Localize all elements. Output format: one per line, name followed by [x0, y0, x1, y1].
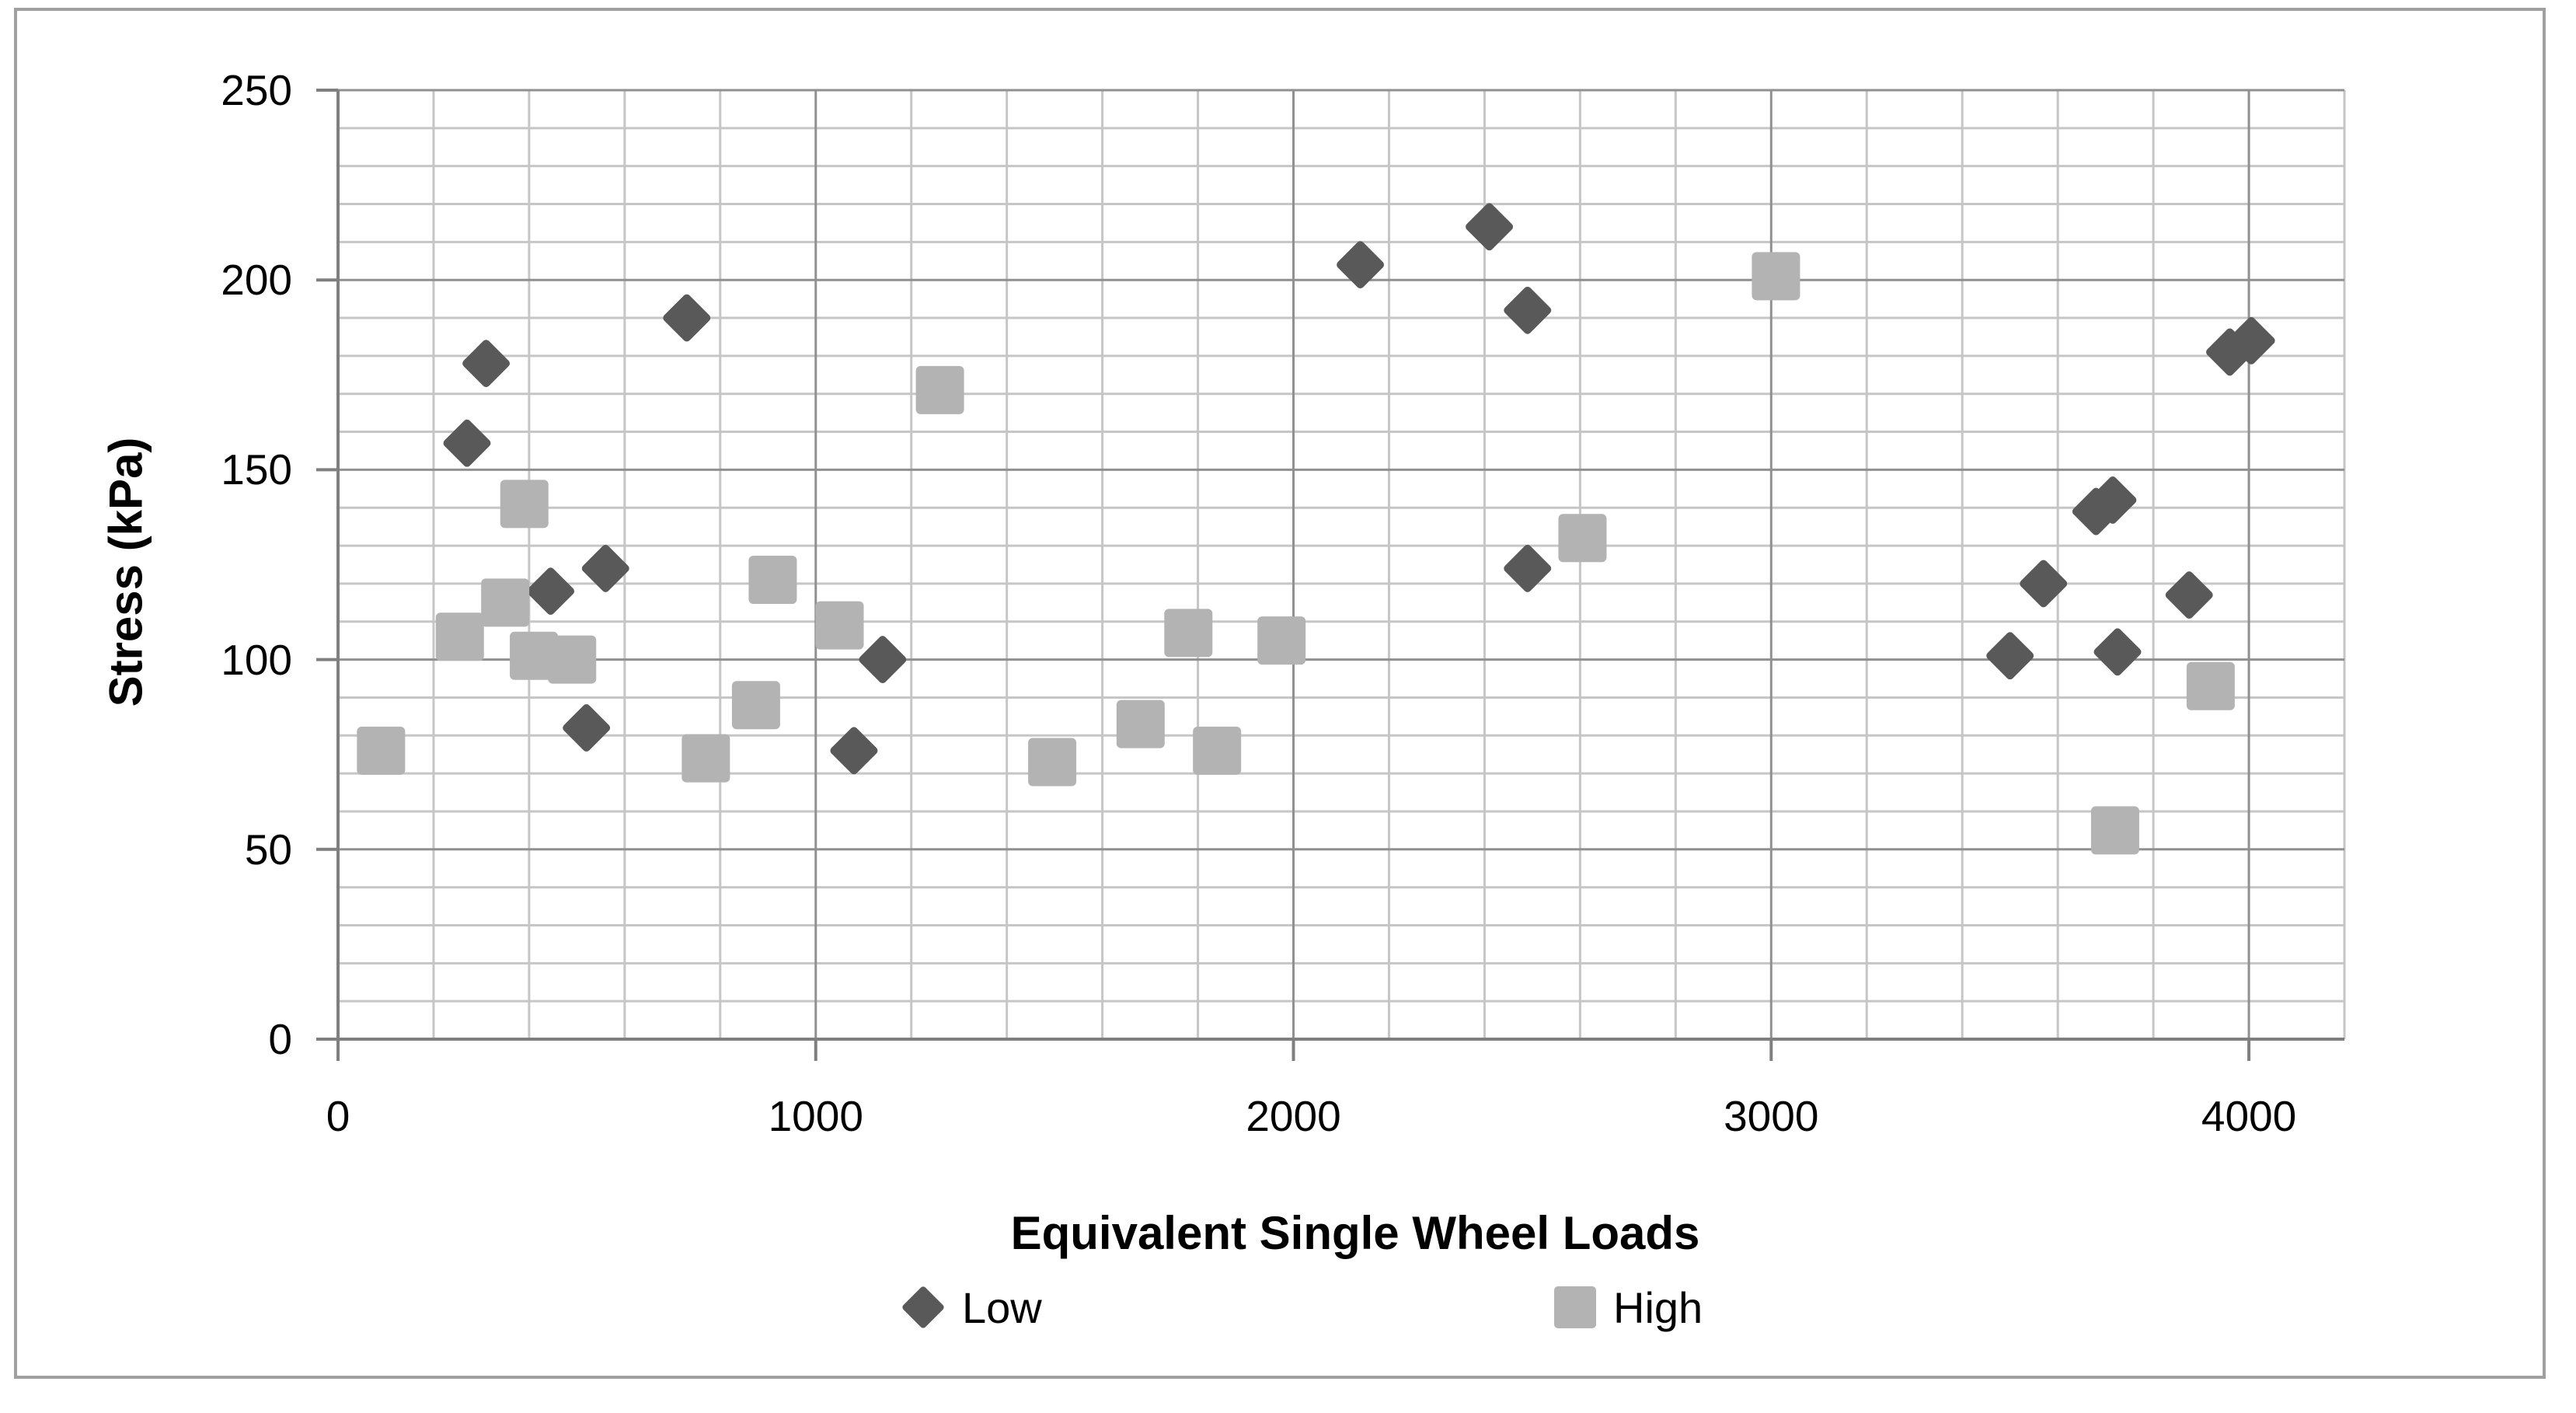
- chart-frame: Equivalent Single Wheel Loads Stress (kP…: [14, 8, 2546, 1379]
- axis-lines: [316, 89, 2344, 1061]
- data-point-low: [2093, 628, 2142, 676]
- y-tick-label: 200: [221, 256, 292, 305]
- data-point-high: [681, 734, 730, 783]
- data-point-low: [859, 636, 907, 684]
- data-point-high: [2090, 806, 2139, 855]
- data-point-high: [500, 480, 549, 529]
- y-tick-label: 50: [244, 825, 292, 874]
- data-point-high: [1164, 609, 1213, 658]
- data-point-high: [1193, 726, 1242, 775]
- data-point-low: [581, 544, 629, 592]
- data-point-low: [2165, 571, 2213, 619]
- x-tick-label: 1000: [768, 1092, 863, 1140]
- data-point-high: [731, 681, 780, 730]
- data-point-high: [748, 556, 797, 605]
- data-point-high: [510, 631, 559, 680]
- data-point-high: [357, 726, 406, 775]
- data-point-high: [1116, 700, 1165, 748]
- plot-area: [316, 89, 2346, 1061]
- data-point-high: [481, 578, 530, 627]
- legend-item-low: Low: [901, 1281, 1042, 1334]
- data-point-low: [443, 419, 491, 467]
- data-point-low: [2020, 560, 2068, 608]
- data-point-low: [527, 567, 575, 616]
- x-axis-title: Equivalent Single Wheel Loads: [1010, 1207, 1700, 1259]
- y-tick-label: 150: [221, 445, 292, 494]
- data-point-high: [1028, 738, 1077, 787]
- minor-gridlines: [338, 90, 2346, 1039]
- data-point-high: [1752, 252, 1800, 301]
- x-tick-label: 3000: [1724, 1092, 1819, 1140]
- data-point-low: [1504, 544, 1552, 592]
- y-tick-label: 100: [221, 635, 292, 684]
- data-point-low: [830, 727, 878, 775]
- legend-label-high: High: [1613, 1282, 1703, 1332]
- x-tick-label: 0: [326, 1092, 350, 1140]
- y-tick-label: 0: [268, 1015, 292, 1063]
- data-point-low: [462, 340, 511, 388]
- data-point-high: [2186, 661, 2235, 710]
- data-point-high: [1257, 616, 1306, 665]
- data-point-high: [548, 635, 597, 684]
- legend-item-high: High: [1554, 1281, 1703, 1334]
- y-tick-label: 250: [221, 66, 292, 114]
- data-point-low: [1504, 286, 1552, 334]
- data-point-low: [663, 294, 711, 342]
- data-point-high: [1558, 514, 1607, 563]
- x-tick-label: 4000: [2201, 1092, 2297, 1140]
- data-point-low: [2227, 316, 2275, 365]
- data-point-low: [563, 704, 611, 752]
- data-point-low: [1466, 203, 1514, 251]
- data-point-low: [2089, 476, 2137, 524]
- data-point-low: [1986, 632, 2034, 680]
- data-point-high: [435, 612, 484, 661]
- major-gridlines: [338, 89, 2344, 1039]
- x-tick-label: 2000: [1246, 1092, 1341, 1140]
- series-high-markers: [357, 252, 2235, 855]
- data-point-high: [915, 365, 964, 414]
- legend-label-low: Low: [962, 1282, 1042, 1332]
- high-square-icon: [1554, 1286, 1596, 1328]
- data-point-high: [815, 601, 864, 650]
- series-low-markers: [443, 203, 2275, 775]
- low-diamond-icon: [901, 1285, 946, 1330]
- data-point-low: [1337, 241, 1385, 289]
